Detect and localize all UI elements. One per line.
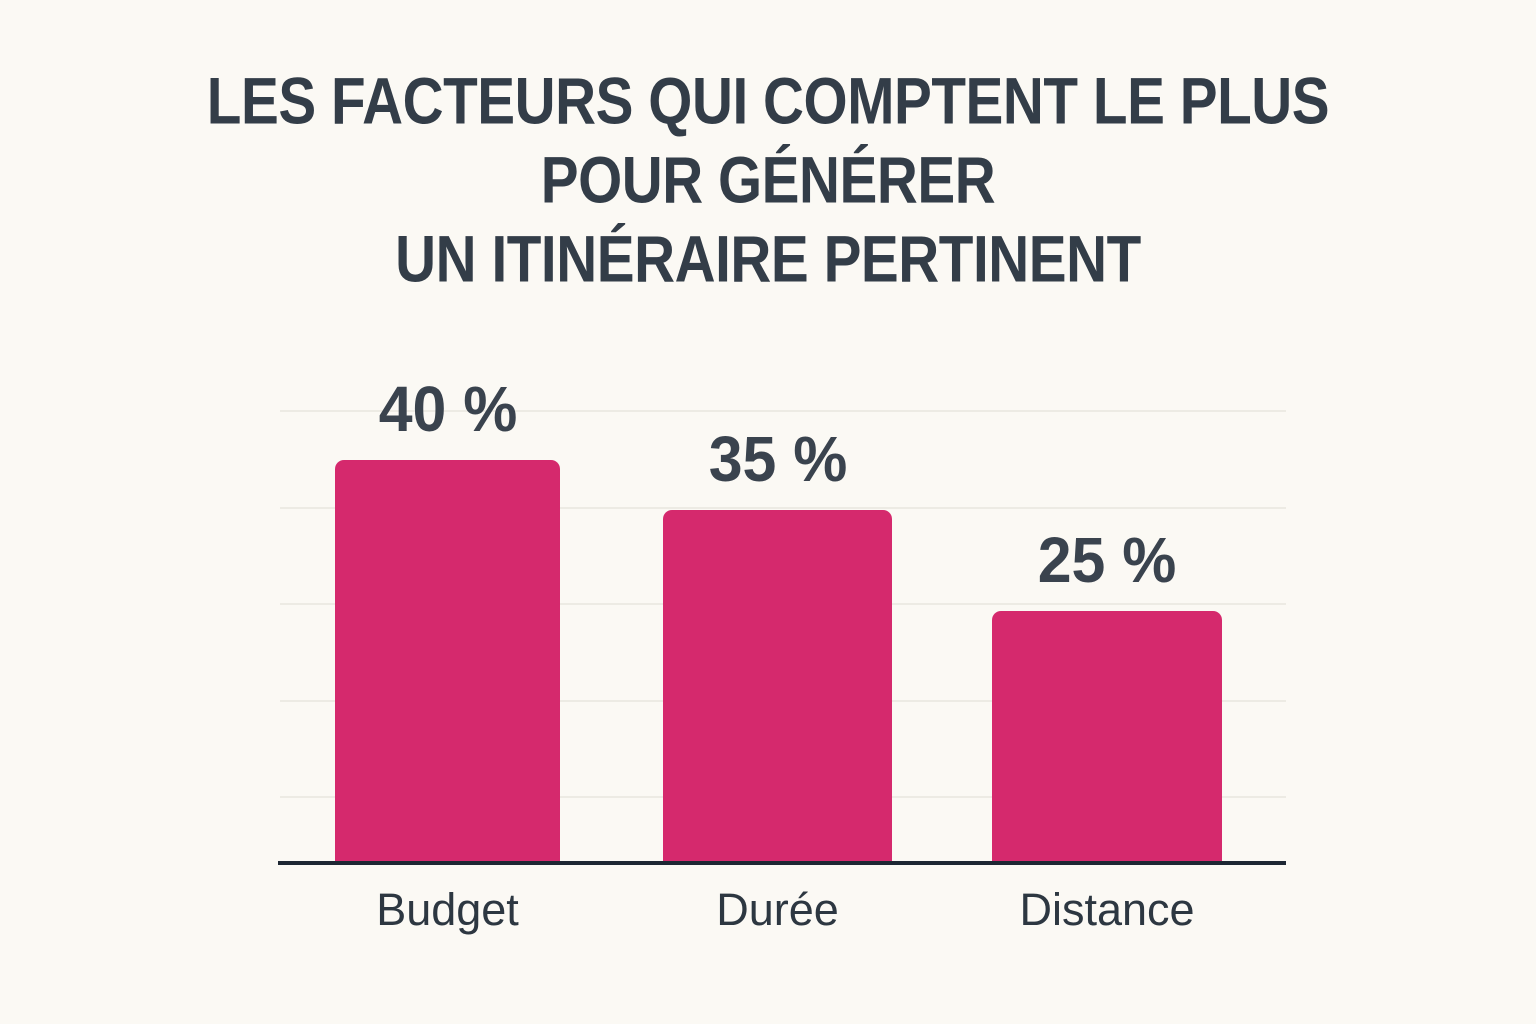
plot-area: 40 % Budget 35 % Durée 25 % Distance	[278, 373, 1286, 935]
bar-distance	[992, 611, 1222, 862]
x-axis-line	[278, 861, 1286, 865]
category-label-distance: Distance	[1019, 884, 1195, 935]
value-label-budget: 40 %	[378, 373, 517, 445]
value-label-distance: 25 %	[1037, 524, 1177, 596]
chart-title: LES FACTEURS QUI COMPTENT LE PLUS POUR G…	[77, 62, 1459, 299]
bar-budget	[335, 460, 560, 862]
chart-title-line-2: POUR GÉNÉRER	[540, 144, 996, 217]
chart-title-line-3: UN ITINÉRAIRE PERTINENT	[395, 223, 1141, 296]
category-label-duree: Durée	[716, 884, 839, 935]
value-label-duree: 35 %	[708, 423, 847, 495]
gridline	[280, 507, 1286, 509]
bar-duree	[663, 510, 892, 862]
gridline	[280, 410, 1286, 412]
category-label-budget: Budget	[376, 884, 519, 935]
chart-title-line-1: LES FACTEURS QUI COMPTENT LE PLUS	[206, 65, 1330, 138]
